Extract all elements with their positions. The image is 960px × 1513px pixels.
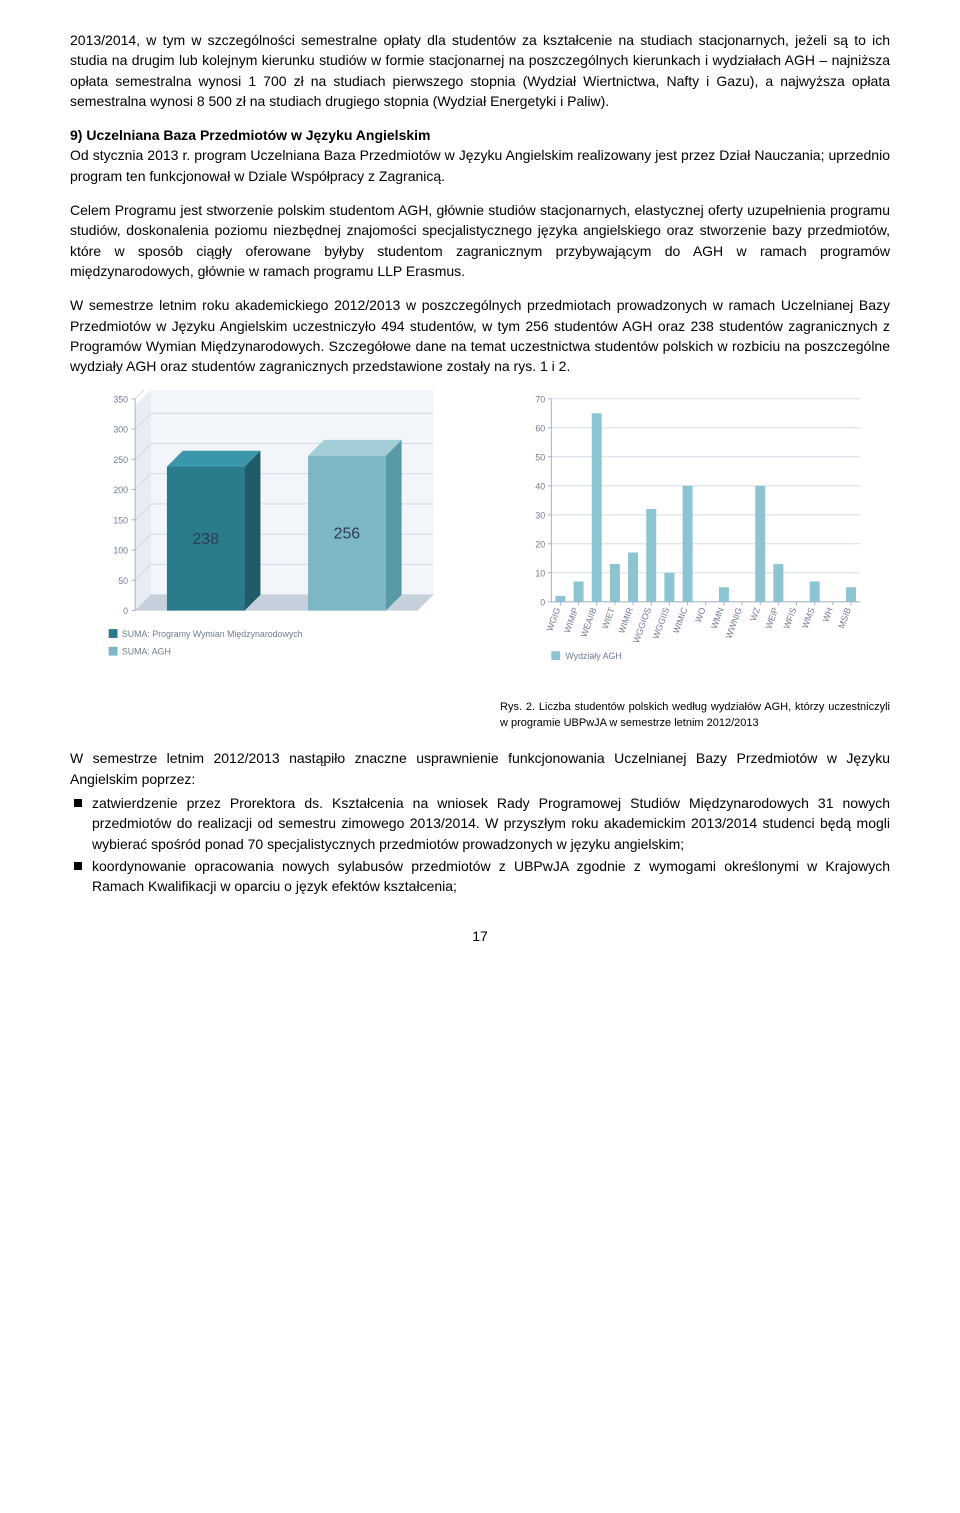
paragraph-5: W semestrze letnim 2012/2013 nastąpiło z… <box>70 748 890 789</box>
svg-text:WIMIC: WIMIC <box>671 606 690 635</box>
list-item: koordynowanie opracowania nowych sylabus… <box>70 856 890 897</box>
svg-text:200: 200 <box>113 486 128 496</box>
svg-text:60: 60 <box>535 424 545 434</box>
svg-text:50: 50 <box>535 453 545 463</box>
svg-text:WIMIR: WIMIR <box>616 607 635 636</box>
svg-text:WH: WH <box>820 607 834 624</box>
svg-text:100: 100 <box>113 546 128 556</box>
svg-text:20: 20 <box>535 540 545 550</box>
svg-text:WWNIG: WWNIG <box>723 606 743 640</box>
svg-text:0: 0 <box>123 607 128 617</box>
svg-text:350: 350 <box>113 395 128 405</box>
svg-text:10: 10 <box>535 569 545 579</box>
svg-text:30: 30 <box>535 511 545 521</box>
paragraph-3: Celem Programu jest stworzenie polskim s… <box>70 200 890 281</box>
svg-text:WGGIIS: WGGIIS <box>651 606 672 640</box>
svg-text:300: 300 <box>113 425 128 435</box>
svg-text:SUMA: AGH: SUMA: AGH <box>122 647 171 657</box>
svg-text:WIMIP: WIMIP <box>562 606 580 634</box>
page-number: 17 <box>70 926 890 946</box>
svg-text:256: 256 <box>334 526 361 543</box>
bullet-list: zatwierdzenie przez Prorektora ds. Kszta… <box>70 793 890 896</box>
svg-text:50: 50 <box>118 576 128 586</box>
svg-text:250: 250 <box>113 455 128 465</box>
chart-2: 010203040506070WGIGWIMIPWEAIIBWIETWIMIRW… <box>495 390 890 690</box>
charts-row: 050100150200250300350238256SUMA: Program… <box>70 390 890 690</box>
svg-text:Wydziały AGH: Wydziały AGH <box>565 652 621 662</box>
heading-section-9: 9) Uczelniana Baza Przedmiotów w Języku … <box>70 125 890 145</box>
paragraph-4: W semestrze letnim roku akademickiego 20… <box>70 295 890 376</box>
svg-text:70: 70 <box>535 395 545 405</box>
svg-text:238: 238 <box>192 531 219 548</box>
svg-text:WO: WO <box>693 606 708 624</box>
paragraph-2: Od stycznia 2013 r. program Uczelniana B… <box>70 145 890 186</box>
svg-text:WMN: WMN <box>709 607 726 631</box>
svg-text:WGIG: WGIG <box>545 606 563 633</box>
paragraph-intro: 2013/2014, w tym w szczególności semestr… <box>70 30 890 111</box>
svg-text:SUMA: Programy Wymian Międzyna: SUMA: Programy Wymian Międzynarodowych <box>122 630 303 640</box>
svg-text:WGGIOS: WGGIOS <box>631 606 653 644</box>
chart-1: 0 50 100 150 200 250 300 350 238 256 SUMA: Program… <box>70 390 465 690</box>
svg-text:MSIB: MSIB <box>836 606 853 630</box>
svg-text:150: 150 <box>113 516 128 526</box>
svg-text:WFIS: WFIS <box>782 606 799 630</box>
svg-text:WMS: WMS <box>800 606 817 630</box>
figure-caption-2: Rys. 2. Liczba studentów polskich według… <box>480 700 890 732</box>
list-item: zatwierdzenie przez Prorektora ds. Kszta… <box>70 793 890 854</box>
svg-text:WIET: WIET <box>600 606 617 631</box>
svg-text:40: 40 <box>535 482 545 492</box>
svg-text:WEAIIB: WEAIIB <box>579 606 599 639</box>
svg-text:WEiP: WEiP <box>763 606 780 630</box>
svg-text:0: 0 <box>540 598 545 608</box>
svg-text:WZ: WZ <box>748 606 762 623</box>
